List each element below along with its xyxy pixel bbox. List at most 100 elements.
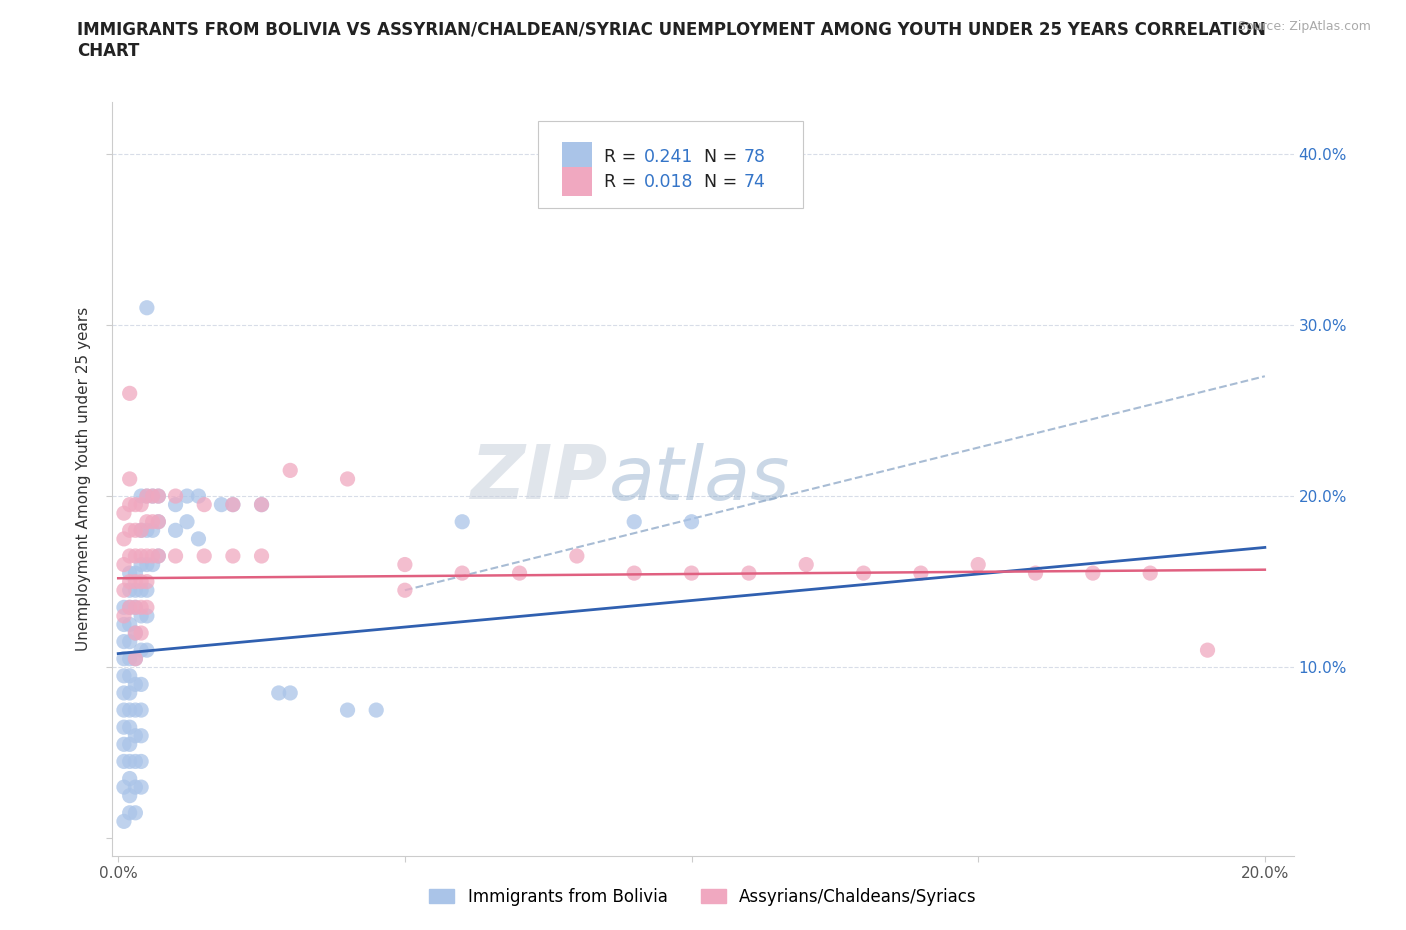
Point bbox=[112, 506, 135, 521]
Point bbox=[118, 472, 141, 486]
Bar bbox=[562, 142, 592, 171]
Point bbox=[165, 488, 187, 503]
Point bbox=[124, 651, 146, 666]
Point bbox=[250, 498, 273, 512]
Point bbox=[124, 523, 146, 538]
Point bbox=[148, 549, 170, 564]
Point bbox=[124, 549, 146, 564]
Point bbox=[129, 523, 152, 538]
Point bbox=[129, 677, 152, 692]
Point bbox=[336, 472, 359, 486]
Point bbox=[135, 574, 157, 589]
Point bbox=[124, 703, 146, 718]
Point bbox=[910, 565, 932, 580]
Point bbox=[129, 498, 152, 512]
Point bbox=[129, 557, 152, 572]
Point bbox=[142, 549, 165, 564]
Point bbox=[451, 565, 474, 580]
Point bbox=[135, 557, 157, 572]
Point bbox=[124, 583, 146, 598]
Point bbox=[118, 600, 141, 615]
Point bbox=[135, 300, 157, 315]
Point bbox=[135, 549, 157, 564]
Point bbox=[124, 677, 146, 692]
Point bbox=[112, 703, 135, 718]
Point bbox=[148, 549, 170, 564]
Point bbox=[794, 557, 817, 572]
Point bbox=[135, 583, 157, 598]
Point bbox=[165, 549, 187, 564]
Point bbox=[118, 754, 141, 769]
Point bbox=[129, 600, 152, 615]
Point bbox=[209, 498, 232, 512]
Point bbox=[112, 754, 135, 769]
Point bbox=[165, 523, 187, 538]
Point bbox=[142, 488, 165, 503]
Text: Source: ZipAtlas.com: Source: ZipAtlas.com bbox=[1237, 20, 1371, 33]
Point bbox=[509, 565, 531, 580]
Bar bbox=[562, 167, 592, 196]
Point bbox=[250, 549, 273, 564]
Point bbox=[124, 626, 146, 641]
Point bbox=[394, 557, 416, 572]
Point bbox=[852, 565, 875, 580]
Text: ZIP: ZIP bbox=[471, 443, 609, 515]
Point bbox=[112, 685, 135, 700]
Point bbox=[222, 498, 245, 512]
Point bbox=[112, 634, 135, 649]
Text: N =: N = bbox=[704, 173, 742, 191]
Point bbox=[124, 626, 146, 641]
Point bbox=[267, 685, 290, 700]
Point bbox=[176, 514, 198, 529]
Point bbox=[129, 703, 152, 718]
Text: R =: R = bbox=[603, 148, 641, 166]
Point bbox=[118, 549, 141, 564]
Text: 74: 74 bbox=[744, 173, 765, 191]
Text: 0.241: 0.241 bbox=[644, 148, 693, 166]
Point bbox=[451, 514, 474, 529]
Point bbox=[112, 651, 135, 666]
Text: N =: N = bbox=[704, 148, 742, 166]
Point bbox=[112, 600, 135, 615]
Point bbox=[118, 651, 141, 666]
Point bbox=[118, 703, 141, 718]
Point bbox=[366, 703, 388, 718]
Point bbox=[118, 523, 141, 538]
Point bbox=[129, 643, 152, 658]
Point bbox=[129, 779, 152, 794]
Point bbox=[129, 583, 152, 598]
Point bbox=[118, 386, 141, 401]
Point bbox=[681, 565, 703, 580]
Point bbox=[118, 737, 141, 751]
Point bbox=[250, 498, 273, 512]
Point bbox=[112, 608, 135, 623]
Point bbox=[142, 488, 165, 503]
Point bbox=[118, 789, 141, 804]
Point bbox=[148, 488, 170, 503]
Point bbox=[738, 565, 761, 580]
Point bbox=[124, 498, 146, 512]
Point bbox=[124, 600, 146, 615]
Point bbox=[118, 498, 141, 512]
Text: 0.018: 0.018 bbox=[644, 173, 693, 191]
Point bbox=[967, 557, 990, 572]
Point bbox=[278, 685, 301, 700]
Point bbox=[187, 488, 209, 503]
Point bbox=[118, 574, 141, 589]
Text: atlas: atlas bbox=[609, 443, 790, 515]
Point bbox=[112, 557, 135, 572]
Text: 78: 78 bbox=[744, 148, 765, 166]
Point bbox=[222, 549, 245, 564]
Point bbox=[129, 626, 152, 641]
Point bbox=[1081, 565, 1104, 580]
Point bbox=[129, 488, 152, 503]
Point bbox=[148, 488, 170, 503]
Point bbox=[129, 549, 152, 564]
Point bbox=[135, 643, 157, 658]
Point bbox=[112, 737, 135, 751]
Point bbox=[394, 583, 416, 598]
Point bbox=[193, 549, 215, 564]
Point bbox=[336, 703, 359, 718]
Point bbox=[124, 779, 146, 794]
Point bbox=[124, 574, 146, 589]
